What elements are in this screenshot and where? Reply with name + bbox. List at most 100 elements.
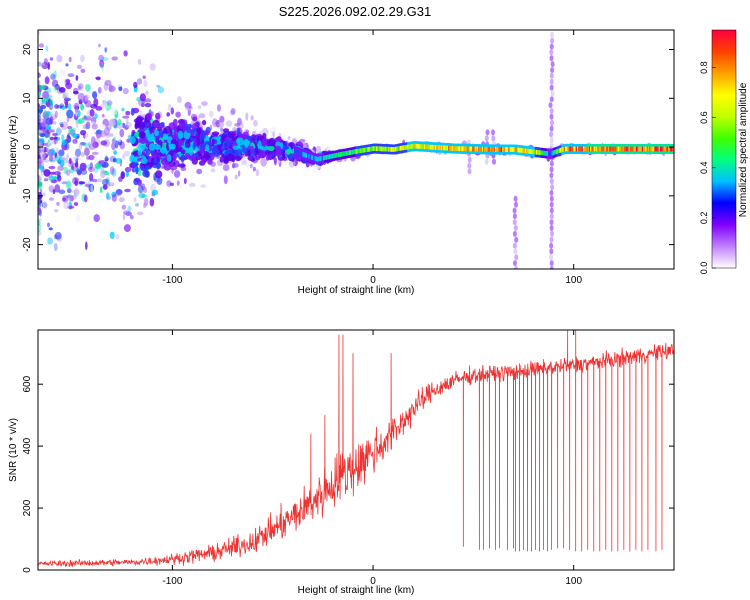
carrier-core [592, 146, 595, 152]
carrier-core [569, 146, 572, 152]
spectrogram-ylabel: Frequency (Hz) [8, 116, 19, 185]
carrier-core [446, 145, 450, 151]
noise-blob [89, 173, 94, 182]
noise-blob [48, 165, 56, 170]
carrier-core [669, 146, 672, 152]
carrier-core [403, 145, 406, 151]
noise-blob [188, 182, 196, 187]
carrier-core [655, 146, 658, 152]
carrier-core [581, 146, 584, 152]
carrier-core [319, 156, 322, 162]
carrier-core [635, 146, 639, 152]
noise-blob [249, 164, 253, 169]
noise-blob [111, 168, 117, 177]
carrier-core [307, 153, 310, 159]
carrier-core [532, 149, 535, 155]
carrier-core [657, 146, 660, 152]
noise-blob [122, 212, 126, 221]
carrier-core [484, 146, 487, 152]
cluster-blob [160, 129, 164, 139]
noise-blob [62, 91, 69, 98]
carrier-core [442, 145, 445, 151]
carrier-core [362, 147, 365, 153]
noise-blob [63, 166, 68, 175]
carrier-core [396, 146, 399, 152]
carrier-core [425, 144, 428, 150]
noise-blob [48, 227, 53, 231]
cluster-blob [172, 118, 178, 127]
carrier-core [585, 146, 588, 152]
cluster-blob [275, 148, 282, 158]
noise-blob [237, 170, 241, 177]
carrier-core [550, 151, 553, 156]
noise-blob [94, 156, 99, 164]
noise-blob [43, 178, 49, 182]
carrier-core [300, 151, 303, 156]
noise-blob [143, 202, 147, 209]
noise-blob [46, 147, 49, 153]
noise-blob [38, 202, 41, 212]
noise-blob [43, 169, 51, 177]
noise-blob [68, 127, 74, 135]
carrier-core [641, 146, 645, 152]
noise-blob [61, 134, 65, 141]
x-tick-label: 0 [370, 576, 376, 587]
carrier-core [450, 146, 453, 151]
carrier-core [380, 146, 383, 152]
noise-blob [42, 192, 46, 197]
carrier-core [448, 145, 451, 151]
snr-axes: -100 0 100 0 200 400 600 [22, 330, 674, 587]
snr-ylabel: SNR (10 * v/v) [8, 418, 19, 482]
noise-blob [94, 113, 98, 119]
carrier-core [395, 146, 398, 152]
noise-blob [111, 56, 118, 61]
noise-blob [72, 138, 78, 144]
carrier-core [306, 153, 309, 158]
cluster-blob [261, 150, 266, 157]
streak-blob [513, 225, 518, 231]
noise-blob [67, 205, 75, 209]
carrier-core [316, 156, 320, 162]
cluster-blob [234, 155, 242, 162]
cluster-blob [186, 128, 191, 134]
noise-blob [38, 118, 43, 123]
noise-blob [66, 153, 69, 160]
noise-blob [60, 123, 64, 128]
streak-blob [550, 61, 555, 68]
noise-blob [85, 241, 88, 250]
noise-blob [122, 115, 130, 119]
noise-blob [198, 113, 206, 119]
noise-blob [52, 149, 56, 155]
carrier-core [609, 146, 612, 152]
carrier-core [393, 147, 397, 152]
noise-blob [209, 110, 214, 118]
noise-blob [69, 168, 74, 174]
noise-blob [315, 145, 322, 154]
streak-blob [549, 43, 554, 50]
noise-blob [43, 110, 49, 119]
carrier-core [487, 147, 490, 152]
noise-blob [56, 201, 60, 206]
carrier-core [419, 144, 422, 149]
noise-blob [135, 203, 139, 207]
noise-blob [260, 157, 267, 167]
cluster-blob [146, 112, 153, 121]
figure-title: S225.2026.092.02.29.G31 [279, 4, 432, 19]
noise-blob [89, 162, 94, 171]
noise-blob [103, 93, 107, 103]
cluster-blob [135, 165, 139, 175]
noise-blob [169, 182, 174, 186]
carrier-core [620, 146, 623, 152]
carrier-core [625, 146, 628, 152]
cluster-blob [274, 145, 282, 151]
noise-blob [121, 107, 125, 112]
y-tick-label: 400 [22, 437, 33, 454]
noise-blob [84, 94, 89, 102]
carrier-core [522, 148, 525, 153]
cluster-blob [243, 138, 250, 148]
cluster-blob [196, 127, 202, 135]
carrier-core [421, 144, 424, 149]
noise-blob [89, 121, 96, 129]
carrier-core [595, 146, 598, 152]
